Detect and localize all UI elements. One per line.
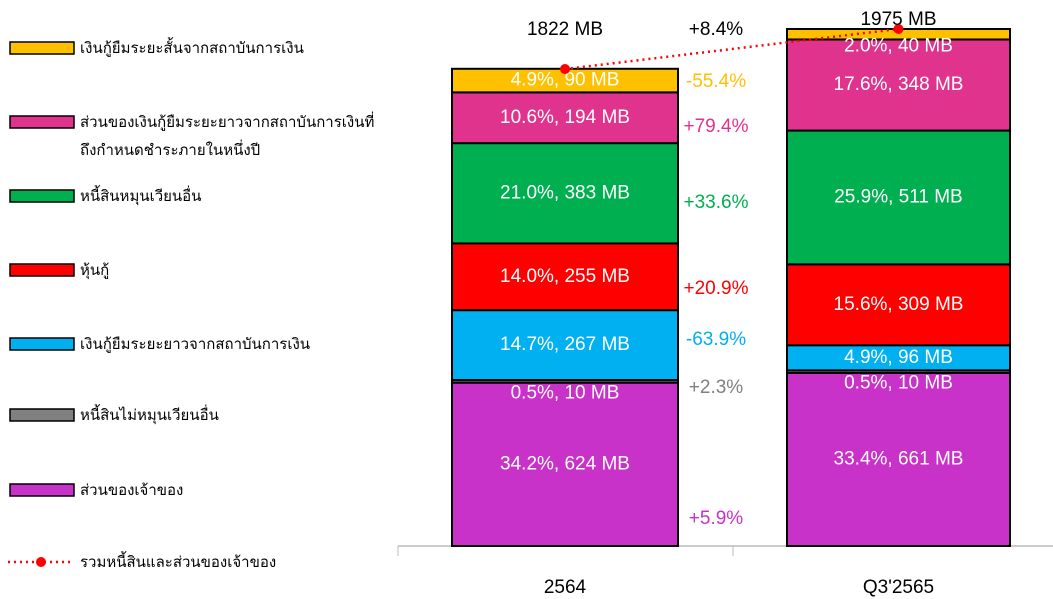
total-marker — [893, 24, 904, 34]
data-label: 25.9%, 511 MB — [834, 186, 963, 207]
legend-swatch — [9, 189, 75, 203]
data-label: 4.9%, 90 MB — [511, 70, 620, 91]
data-label: 15.6%, 309 MB — [834, 294, 964, 315]
legend-marker — [36, 557, 46, 567]
data-label: 14.7%, 267 MB — [500, 334, 630, 355]
bar-segment — [786, 371, 1011, 547]
data-label: 0.5%, 10 MB — [511, 382, 620, 403]
data-label: 17.6%, 348 MB — [834, 74, 964, 95]
data-label: 33.4%, 661 MB — [834, 448, 964, 469]
legend-swatch — [9, 115, 75, 129]
change-label: -55.4% — [686, 71, 746, 92]
total-marker — [560, 64, 570, 75]
legend-swatch — [9, 483, 75, 497]
x-tick-label: Q3'2565 — [863, 577, 934, 598]
total-line — [564, 27, 899, 71]
bar-segment — [451, 309, 679, 382]
change-label: +5.9% — [689, 508, 744, 529]
legend-label: เงินกู้ยืมระยะยาวจากสถาบันการเงิน — [80, 335, 311, 353]
data-label: 14.0%, 255 MB — [500, 266, 630, 287]
change-label: +20.9% — [684, 278, 749, 299]
data-label: 34.2%, 624 MB — [500, 453, 630, 474]
bar-segment — [786, 129, 1011, 266]
legend-label: หนี้สินหมุนเวียนอื่น — [80, 187, 202, 205]
bar-segment — [451, 91, 679, 145]
bar-segment — [786, 38, 1011, 132]
bar-segment — [451, 142, 679, 245]
data-label: 4.9%, 96 MB — [844, 347, 953, 368]
legend-swatch — [9, 408, 75, 422]
legend-label: หนี้สินไม่หมุนเวียนอื่น — [80, 406, 219, 424]
bar-segment — [451, 381, 679, 547]
x-tick-label: 2564 — [544, 577, 587, 598]
total-label: 1975 MB — [860, 9, 936, 30]
legend-swatch — [9, 263, 75, 277]
legend-label: หุ้นกู้ — [80, 261, 110, 279]
legend-swatch — [9, 41, 75, 55]
change-label: +79.4% — [684, 116, 749, 137]
legend-label: เงินกู้ยืมระยะสั้นจากสถาบันการเงิน — [80, 39, 304, 57]
data-label: 2.0%, 40 MB — [844, 35, 953, 56]
data-label: 21.0%, 383 MB — [500, 182, 630, 203]
data-label: 10.6%, 194 MB — [500, 107, 630, 128]
data-label: 0.5%, 10 MB — [844, 373, 953, 394]
total-label: 1822 MB — [527, 19, 603, 40]
legend-label: ส่วนของเงินกู้ยืมระยะยาวจากสถาบันการเงิน… — [80, 113, 375, 159]
change-label: +2.3% — [689, 377, 744, 398]
legend-swatch — [9, 337, 75, 351]
change-label: +33.6% — [684, 192, 749, 213]
change-label: -63.9% — [686, 329, 746, 350]
bar-segment — [451, 242, 679, 312]
legend-label: ส่วนของเจ้าของ — [80, 481, 184, 499]
legend-label: รวมหนี้สินและส่วนของเจ้าของ — [80, 553, 277, 571]
change-label: +8.4% — [689, 19, 744, 40]
